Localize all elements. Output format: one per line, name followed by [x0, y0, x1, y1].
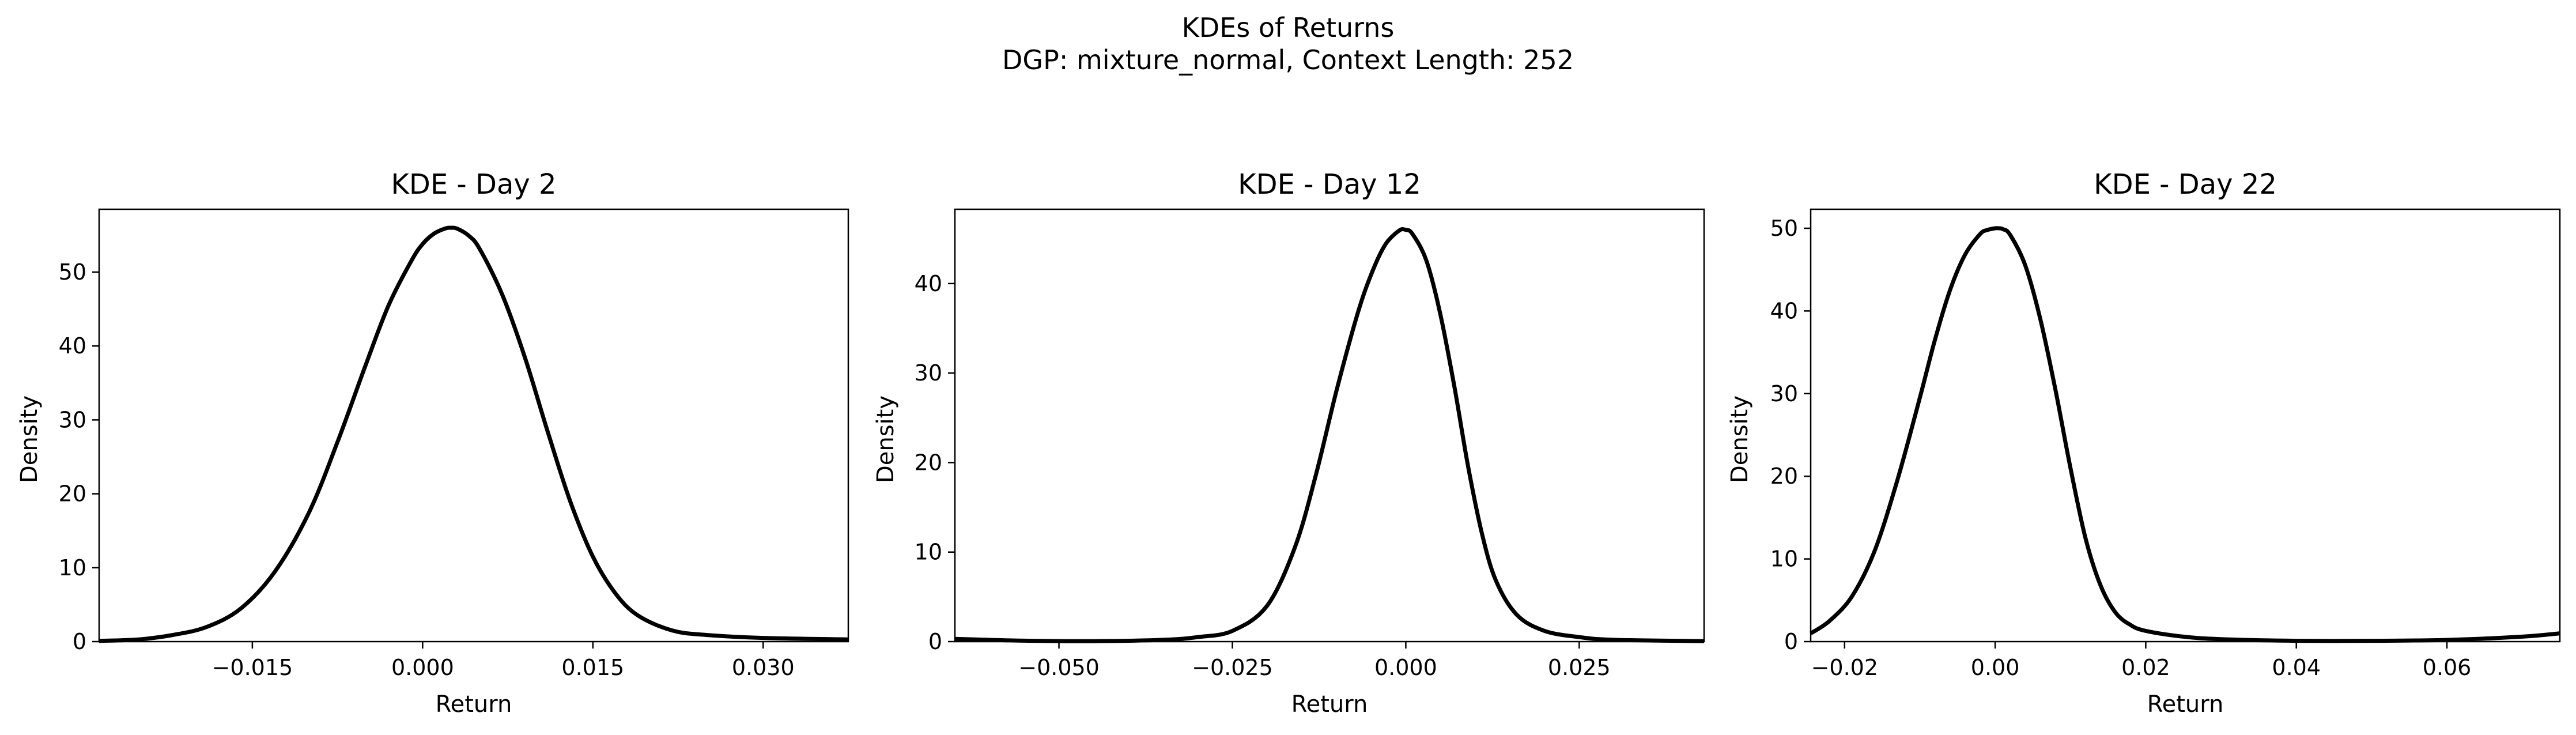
subplot-title: KDE - Day 2: [391, 168, 556, 201]
y-tick-label: 0: [73, 629, 86, 654]
y-tick-label: 50: [1770, 216, 1798, 241]
kde-curve-1: [954, 227, 1705, 643]
y-tick-label: 10: [59, 555, 86, 581]
x-tick-label: −0.015: [212, 655, 293, 680]
y-tick-label: 10: [1770, 546, 1798, 572]
figure-subtitle: DGP: mixture_normal, Context Length: 252: [1002, 44, 1574, 76]
subplot-day-22: KDE - Day 22 Return Density −0.02 0.00 0.0…: [1727, 168, 2561, 718]
y-tick-label: 30: [1770, 381, 1798, 406]
kde-curve-1: [99, 225, 849, 643]
y-tick-label: 20: [915, 450, 942, 475]
y-axis-label: Density: [1727, 395, 1753, 483]
x-tick-label: 0.02: [2121, 655, 2170, 680]
figure-title: KDEs of Returns: [1182, 12, 1395, 43]
y-tick-label: 30: [59, 407, 86, 432]
x-tick-label: 0.06: [2423, 655, 2472, 680]
x-tick-label: 0.04: [2272, 655, 2321, 680]
x-tick-label: −0.02: [1811, 655, 1878, 680]
y-tick-label: 20: [59, 481, 86, 507]
y-tick-label: 50: [59, 259, 86, 285]
subplot-day-12: KDE - Day 12 Return Density −0.050 −0.025…: [872, 168, 1705, 718]
x-tick-label: 0.000: [1374, 655, 1437, 680]
subplot-day-2: KDE - Day 2 Return Density −0.015 0.000 0.…: [16, 168, 849, 718]
x-axis-label: Return: [436, 691, 512, 718]
x-tick-label: 0.00: [1971, 655, 2020, 680]
x-tick-label: 0.025: [1548, 655, 1611, 680]
y-axis-label: Density: [872, 395, 899, 483]
y-tick-label: 0: [928, 629, 942, 654]
axes-frame: [1810, 208, 2561, 643]
x-axis-label: Return: [2147, 691, 2224, 718]
y-axis-label: Density: [16, 395, 43, 483]
x-axis-label: Return: [1291, 691, 1368, 718]
x-tick-label: −0.050: [1018, 655, 1100, 680]
subplot-title: KDE - Day 12: [1238, 168, 1421, 201]
y-tick-label: 40: [1770, 298, 1798, 323]
y-tick-label: 10: [915, 540, 942, 565]
y-tick-label: 20: [1770, 463, 1798, 489]
kde-curve-1: [1810, 226, 2560, 643]
x-tick-label: 0.030: [732, 655, 795, 680]
axes-frame: [954, 208, 1705, 643]
y-tick-label: 40: [59, 333, 86, 359]
x-tick-label: 0.015: [561, 655, 624, 680]
y-tick-label: 40: [915, 271, 942, 296]
y-tick-label: 30: [915, 360, 942, 386]
x-tick-label: −0.025: [1192, 655, 1273, 680]
y-tick-label: 0: [1784, 629, 1798, 654]
axes-frame: [98, 208, 849, 643]
x-tick-label: 0.000: [391, 655, 454, 680]
subplot-title: KDE - Day 22: [2094, 168, 2277, 201]
